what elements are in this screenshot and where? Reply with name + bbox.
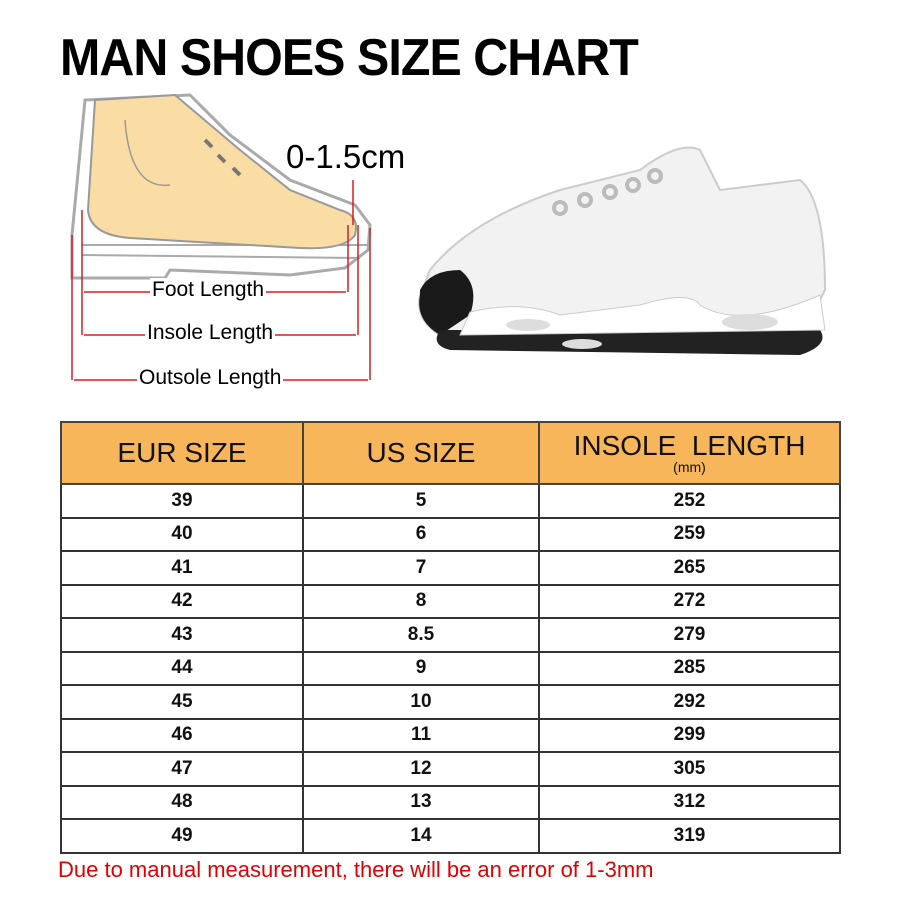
cell-insole: 259 bbox=[538, 516, 841, 552]
insole-length-label: Insole Length bbox=[145, 321, 276, 345]
cell-us: 11 bbox=[302, 717, 540, 753]
cell-eur: 40 bbox=[60, 516, 304, 552]
cell-us: 8 bbox=[302, 583, 540, 619]
cell-insole: 312 bbox=[538, 784, 841, 820]
cell-eur: 42 bbox=[60, 583, 304, 619]
table-row: 39 5 252 bbox=[60, 483, 841, 519]
table-row: 45 10 292 bbox=[60, 684, 841, 720]
cell-us: 13 bbox=[302, 784, 540, 820]
header-insole-length: INSOLE LENGTH (mm) bbox=[538, 421, 841, 485]
measurement-note: Due to manual measurement, there will be… bbox=[58, 857, 654, 882]
foot-shape bbox=[86, 93, 357, 250]
cell-us: 6 bbox=[302, 516, 540, 552]
cell-insole: 305 bbox=[538, 751, 841, 787]
cell-insole: 272 bbox=[538, 583, 841, 619]
header-insole-label: INSOLE LENGTH bbox=[573, 430, 806, 461]
cell-insole: 292 bbox=[538, 684, 841, 720]
cell-eur: 49 bbox=[60, 818, 304, 854]
cell-us: 8.5 bbox=[302, 617, 540, 653]
table-row: 48 13 312 bbox=[60, 784, 841, 820]
table-row: 42 8 272 bbox=[60, 583, 841, 619]
toe-gap-label: 0-1.5cm bbox=[286, 138, 406, 175]
page-title: MAN SHOES SIZE CHART bbox=[60, 29, 639, 87]
table-row: 46 11 299 bbox=[60, 717, 841, 753]
table-row: 43 8.5 279 bbox=[60, 617, 841, 653]
cell-eur: 41 bbox=[60, 550, 304, 586]
cell-insole: 319 bbox=[538, 818, 841, 854]
table-row: 47 12 305 bbox=[60, 751, 841, 787]
cell-insole: 299 bbox=[538, 717, 841, 753]
cell-us: 10 bbox=[302, 684, 540, 720]
table-row: 44 9 285 bbox=[60, 650, 841, 686]
header-insole-unit: (mm) bbox=[673, 459, 706, 475]
cell-insole: 265 bbox=[538, 550, 841, 586]
cell-eur: 44 bbox=[60, 650, 304, 686]
foot-diagram-illustration bbox=[70, 93, 827, 381]
table-row: 49 14 319 bbox=[60, 818, 841, 854]
cell-insole: 285 bbox=[538, 650, 841, 686]
header-us-label: US SIZE bbox=[366, 437, 476, 468]
cell-eur: 45 bbox=[60, 684, 304, 720]
table-row: 41 7 265 bbox=[60, 550, 841, 586]
cell-eur: 48 bbox=[60, 784, 304, 820]
cell-us: 7 bbox=[302, 550, 540, 586]
cell-eur: 43 bbox=[60, 617, 304, 653]
cell-eur: 39 bbox=[60, 483, 304, 519]
cell-us: 14 bbox=[302, 818, 540, 854]
cell-us: 5 bbox=[302, 483, 540, 519]
cell-insole: 252 bbox=[538, 483, 841, 519]
outsole-length-label: Outsole Length bbox=[137, 366, 284, 390]
header-us-size: US SIZE bbox=[302, 421, 540, 485]
cell-us: 9 bbox=[302, 650, 540, 686]
cell-eur: 46 bbox=[60, 717, 304, 753]
cell-insole: 279 bbox=[538, 617, 841, 653]
cell-us: 12 bbox=[302, 751, 540, 787]
table-header-row: EUR SIZE US SIZE INSOLE LENGTH (mm) bbox=[60, 421, 841, 485]
cell-eur: 47 bbox=[60, 751, 304, 787]
header-eur-label: EUR SIZE bbox=[117, 437, 247, 468]
table-row: 40 6 259 bbox=[60, 516, 841, 552]
size-chart-table: EUR SIZE US SIZE INSOLE LENGTH (mm) 39 5 25… bbox=[60, 421, 841, 854]
header-eur-size: EUR SIZE bbox=[60, 421, 304, 485]
sneaker-image bbox=[418, 146, 827, 355]
foot-length-label: Foot Length bbox=[150, 278, 267, 302]
